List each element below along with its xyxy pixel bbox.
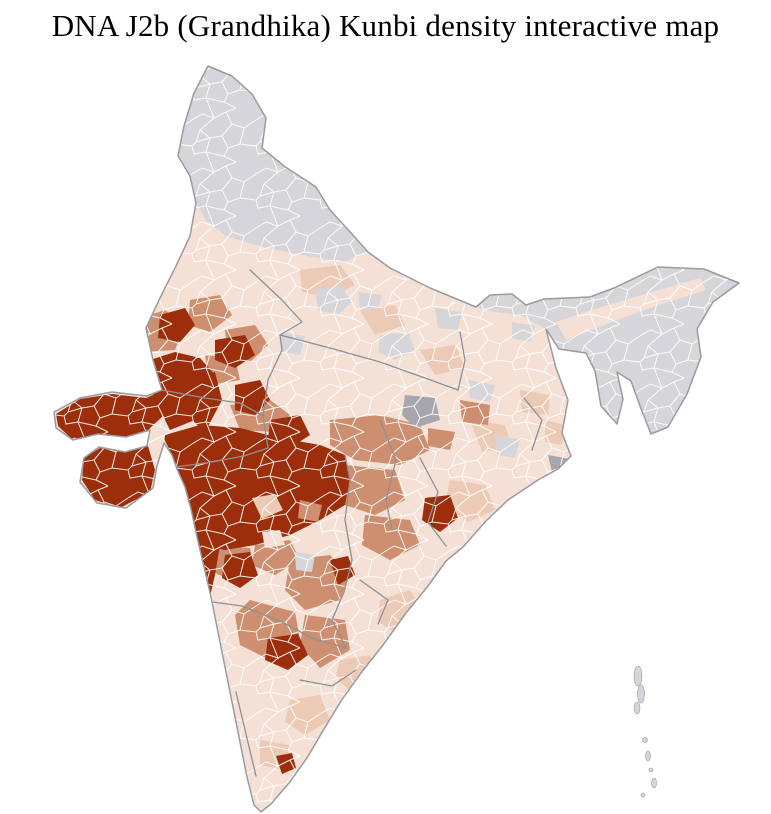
nicobar-island[interactable] [642, 737, 648, 743]
nicobar-island[interactable] [651, 777, 657, 789]
nicobar-island[interactable] [640, 792, 646, 798]
nicobar-island[interactable] [648, 767, 654, 773]
andaman-island[interactable] [633, 665, 643, 687]
andaman-island[interactable] [637, 684, 645, 704]
andaman-island[interactable] [633, 701, 641, 715]
map-title: DNA J2b (Grandhika) Kunbi density intera… [51, 8, 720, 43]
nicobar-island[interactable] [645, 750, 651, 762]
island-chain[interactable] [633, 665, 657, 798]
state-borders [161, 269, 543, 777]
